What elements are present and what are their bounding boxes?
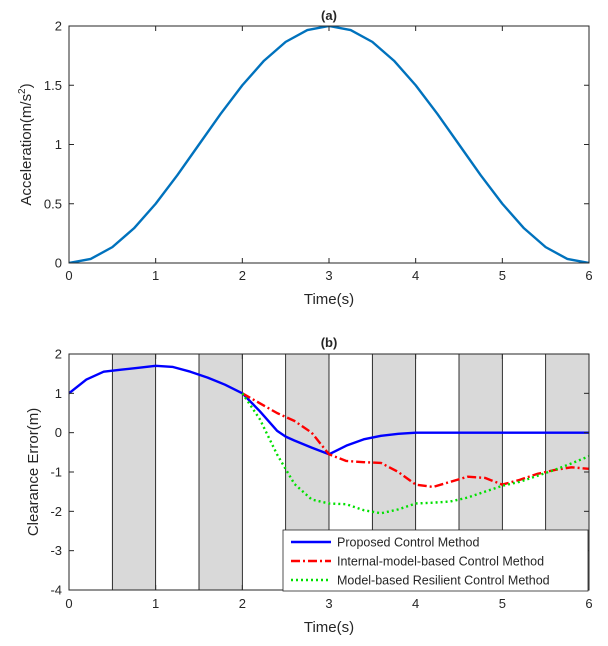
y-axis-label: Acceleration(m/s2) [17,83,35,205]
y-axis-label-text: Acceleration(m/s [18,94,35,206]
y-tick-label: 1.5 [44,78,62,93]
series-line-2 [241,392,589,515]
plot-area [69,26,589,263]
x-tick-label: 4 [412,596,419,611]
y-tick-label: -3 [50,543,62,558]
y-tick-label: 2 [55,347,62,362]
y-axis-label: Clearance Error(m) [25,408,42,536]
x-tick-label: 0 [65,268,72,283]
legend-label: Proposed Control Method [337,536,479,550]
chart-panel-b: 0 1 2 3 4 5 6 -4 -3 -2 -1 0 1 2 (b) Time(s) Clearance Er… [25,335,593,636]
y-tick-label: -1 [50,465,62,480]
x-tick-label: 3 [325,268,332,283]
x-axis-label: Time(s) [304,619,354,636]
shaded-interval-0 [111,353,157,591]
y-tick-label: 2 [55,19,62,34]
y-axis-label-close: ) [18,83,35,88]
legend-label: Model-based Resilient Control Method [337,574,550,588]
x-tick-label: 3 [325,596,332,611]
y-axis-label-text: Clearance Error(m) [25,408,42,536]
y-tick-label: 1 [55,137,62,152]
y-tick-label: 0.5 [44,196,62,211]
series-line-0 [69,364,589,456]
x-tick-label: 6 [585,268,592,283]
x-axis-label: Time(s) [304,291,354,308]
chart-title: (b) [321,335,338,350]
y-tick-label: -4 [50,583,62,598]
chart-panel-a: 0 1 2 3 4 5 6 0 0.5 1 1.5 2 (a) Time(s) Acceleration(m… [17,8,593,308]
chart-title: (a) [321,8,337,23]
x-tick-label: 4 [412,268,419,283]
x-tick-label: 5 [499,596,506,611]
legend: Proposed Control Method Internal-model-ba… [282,529,589,592]
series-line-0 [69,26,589,263]
legend-label: Internal-model-based Control Method [337,555,544,569]
y-axis-label-superscript: 2 [17,88,28,94]
x-tick-label: 1 [152,596,159,611]
x-tick-label: 0 [65,596,72,611]
x-tick-label: 1 [152,268,159,283]
y-tick-label: 1 [55,386,62,401]
x-tick-label: 5 [499,268,506,283]
y-tick-label: 0 [55,256,62,271]
x-tick-label: 2 [239,268,246,283]
x-tick-label: 2 [239,596,246,611]
y-tick-label: -2 [50,504,62,519]
x-tick-label: 6 [585,596,592,611]
y-tick-label: 0 [55,425,62,440]
legend-box [282,529,589,592]
